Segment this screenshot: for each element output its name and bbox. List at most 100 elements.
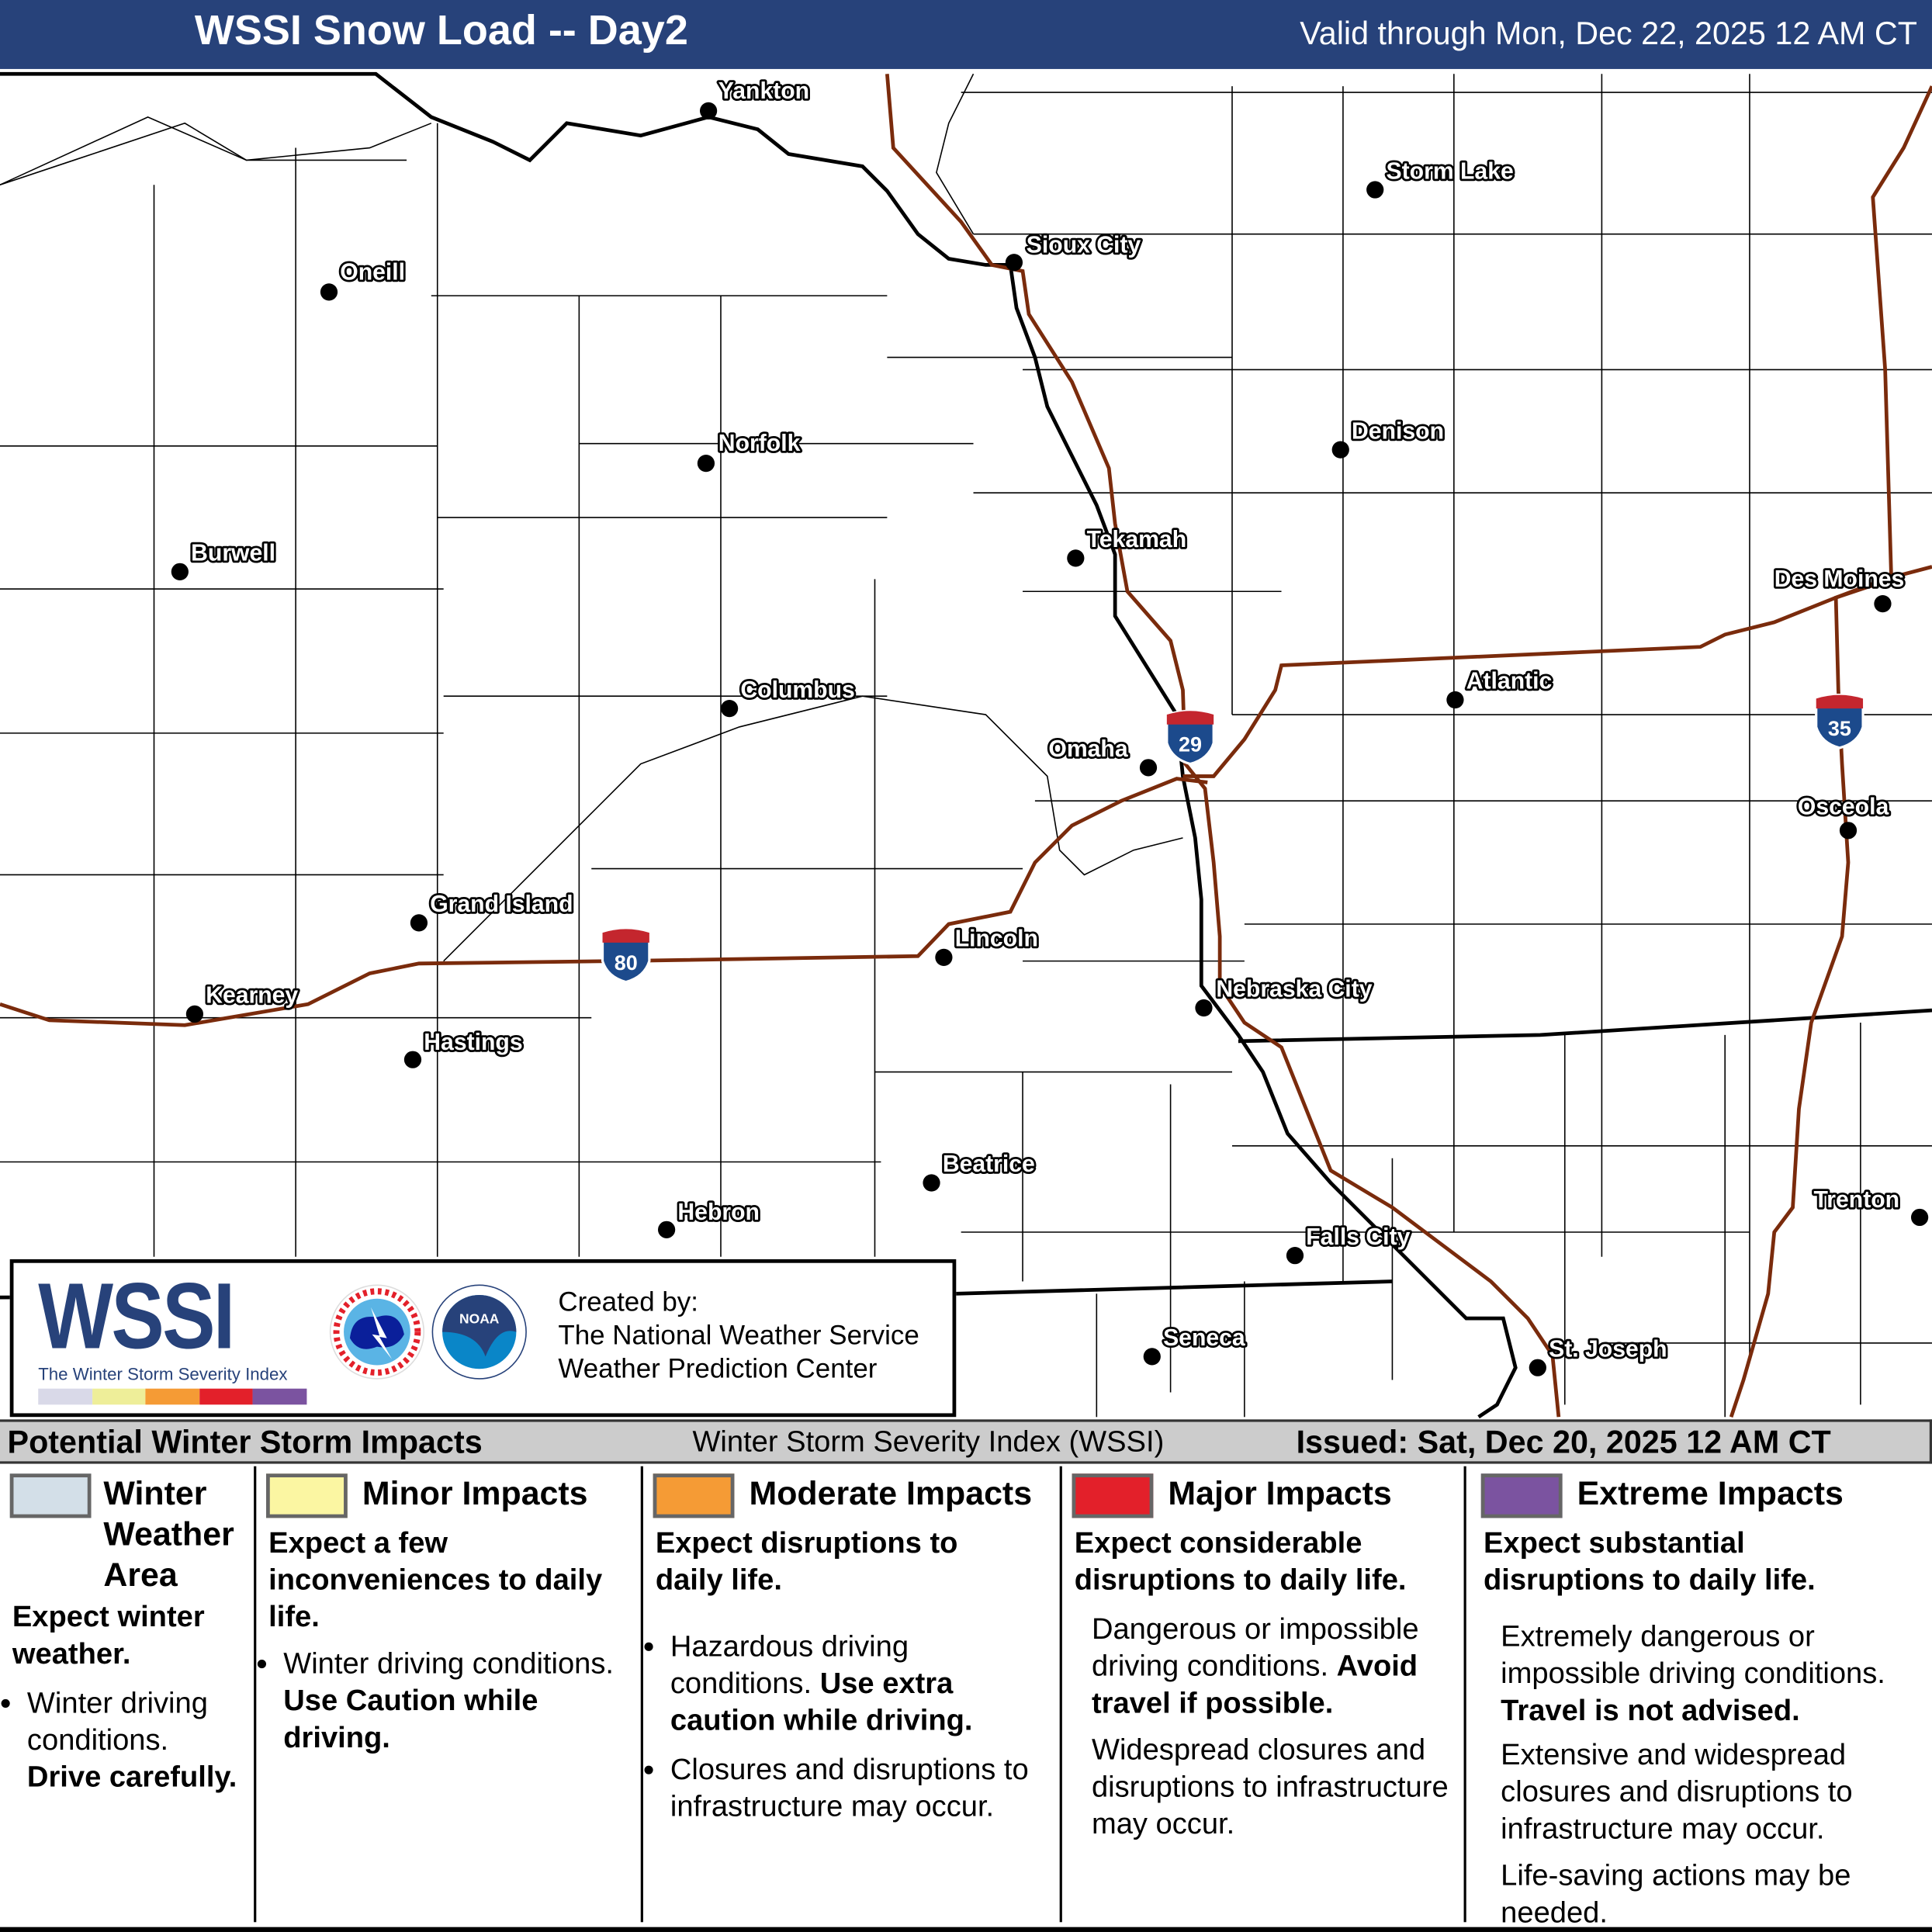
- city-grand-island: Grand Island: [410, 889, 575, 932]
- city-dot: [699, 102, 718, 120]
- bullet-text: Hazardous driving conditions.: [670, 1629, 909, 1701]
- city-dot: [185, 1005, 204, 1023]
- city-dot: [1286, 1247, 1304, 1265]
- city-label: Denison: [1352, 418, 1444, 444]
- color-bar-segment: [145, 1388, 199, 1405]
- legend-major-impacts: Major Impacts Expect considerable disrup…: [1072, 1466, 1460, 1932]
- category-lead: Expect considerable disruptions to daily…: [1074, 1526, 1407, 1598]
- city-label: Des Moines: [1774, 566, 1905, 592]
- city-dot: [1910, 1208, 1929, 1227]
- county-lines: [0, 74, 1932, 1418]
- city-oneill: Oneill: [320, 258, 407, 301]
- city-label: St. Joseph: [1549, 1336, 1667, 1362]
- city-osceola: Osceola: [1795, 792, 1891, 840]
- city-dot: [1366, 181, 1384, 199]
- city-sioux-city: Sioux City: [1005, 230, 1143, 272]
- category-title: Moderate Impacts: [749, 1474, 1033, 1512]
- extreme-bold: Travel is not advised.: [1501, 1694, 1800, 1728]
- category-title: Minor Impacts: [362, 1474, 588, 1512]
- city-label: Kearney: [206, 983, 298, 1009]
- city-label: Osceola: [1798, 795, 1889, 820]
- city-dot: [657, 1220, 676, 1238]
- bottom-border: [0, 1927, 1932, 1932]
- city-label: Sioux City: [1027, 233, 1141, 258]
- city-label: Storm Lake: [1387, 158, 1514, 184]
- city-columbus: Columbus: [720, 675, 857, 718]
- city-dot: [923, 1174, 940, 1192]
- color-bar-segment: [199, 1388, 254, 1405]
- city-dot: [1529, 1359, 1546, 1376]
- city-label: Norfolk: [718, 431, 801, 456]
- city-dot: [1067, 549, 1085, 567]
- city-label: Atlantic: [1466, 669, 1553, 694]
- city-dot: [1446, 691, 1464, 709]
- city-storm-lake: Storm Lake: [1366, 156, 1516, 199]
- header-bar: WSSI Snow Load -- Day2 Valid through Mon…: [0, 0, 1932, 69]
- city-hebron: Hebron: [657, 1197, 762, 1238]
- city-label: Hebron: [677, 1200, 760, 1225]
- city-label: Yankton: [718, 78, 809, 104]
- bullet-bold: Use extra caution while driving.: [670, 1667, 973, 1738]
- noaa-logo-icon: NOAA: [431, 1284, 527, 1380]
- legend-extreme-impacts: Extreme Impacts Expect substantial disru…: [1480, 1466, 1925, 1932]
- category-lead: Expect a few inconveniences to daily lif…: [268, 1526, 603, 1634]
- color-bar-segment: [38, 1388, 92, 1405]
- city-dot: [1139, 759, 1158, 777]
- city-trenton: Trenton: [1812, 1185, 1929, 1227]
- swatch-winter-weather: [9, 1473, 92, 1518]
- city-nebraska-city: Nebraska City: [1195, 975, 1375, 1017]
- swatch-extreme: [1480, 1473, 1563, 1518]
- city-dot: [1143, 1348, 1161, 1366]
- swatch-major: [1072, 1473, 1154, 1518]
- legend-subtitle: Winter Storm Severity Index (WSSI): [692, 1425, 1165, 1459]
- city-label: Tekamah: [1087, 527, 1187, 552]
- bullet-text: Winter driving conditions.: [283, 1647, 615, 1681]
- city-lincoln: Lincoln: [935, 924, 1040, 966]
- org-wpc: Weather Prediction Center: [558, 1352, 878, 1384]
- city-dot: [320, 283, 338, 301]
- city-dot: [410, 914, 428, 932]
- city-label: Oneill: [340, 259, 405, 285]
- legend-moderate-impacts: Moderate Impacts Expect disruptions to d…: [653, 1466, 1054, 1932]
- city-label: Columbus: [740, 677, 854, 703]
- city-label: Falls City: [1306, 1224, 1410, 1250]
- city-beatrice: Beatrice: [923, 1149, 1037, 1192]
- map-title: WSSI Snow Load -- Day2: [194, 7, 688, 54]
- city-label: Burwell: [191, 541, 275, 566]
- shield-label: 80: [615, 951, 638, 975]
- bullet-text: Winter driving conditions.: [26, 1686, 208, 1757]
- category-lead: Expect disruptions to daily life.: [655, 1526, 958, 1598]
- city-dot: [171, 563, 189, 580]
- category-title: Winter Weather Area: [103, 1474, 234, 1594]
- city-omaha: Omaha: [1047, 734, 1158, 777]
- city-falls-city: Falls City: [1286, 1222, 1412, 1265]
- credits-text: Created by: The National Weather Service…: [558, 1285, 919, 1385]
- city-seneca: Seneca: [1143, 1323, 1248, 1366]
- state-borders: [0, 71, 1932, 1419]
- city-hastings: Hastings: [403, 1027, 525, 1068]
- category-lead: Expect substantial disruptions to daily …: [1483, 1526, 1816, 1598]
- divider: [1059, 1466, 1062, 1923]
- interstate-29-shield: 29: [1165, 709, 1215, 766]
- legend-title: Potential Winter Storm Impacts: [7, 1423, 483, 1460]
- city-denison: Denison: [1331, 417, 1446, 459]
- city-dot: [720, 699, 739, 718]
- wssi-logo: WSSI The Winter Storm Severity Index: [38, 1269, 321, 1405]
- wssi-color-bar: [38, 1388, 307, 1405]
- city-label: Trenton: [1814, 1187, 1900, 1213]
- city-label: Beatrice: [943, 1151, 1035, 1177]
- extreme-lifesaving-text: Life-saving actions may be needed.: [1501, 1859, 1851, 1930]
- city-dot: [1874, 595, 1892, 613]
- legend-header: Potential Winter Storm Impacts Winter St…: [0, 1419, 1932, 1464]
- interstate-35-shield: 35: [1815, 694, 1864, 750]
- rivers: [0, 73, 1183, 962]
- highways: [0, 74, 1932, 1418]
- bullet-text: Closures and disruptions to infrastructu…: [670, 1753, 1029, 1824]
- extreme-driving-text: Extremely dangerous or impossible drivin…: [1501, 1620, 1885, 1691]
- divider: [254, 1466, 257, 1923]
- city-dot: [697, 454, 715, 473]
- legend-minor-impacts: Minor Impacts Expect a few inconvenience…: [266, 1466, 635, 1932]
- wssi-tagline: The Winter Storm Severity Index: [38, 1363, 288, 1384]
- city-label: Nebraska City: [1216, 977, 1372, 1002]
- major-bold: Avoid travel if possible.: [1091, 1650, 1418, 1720]
